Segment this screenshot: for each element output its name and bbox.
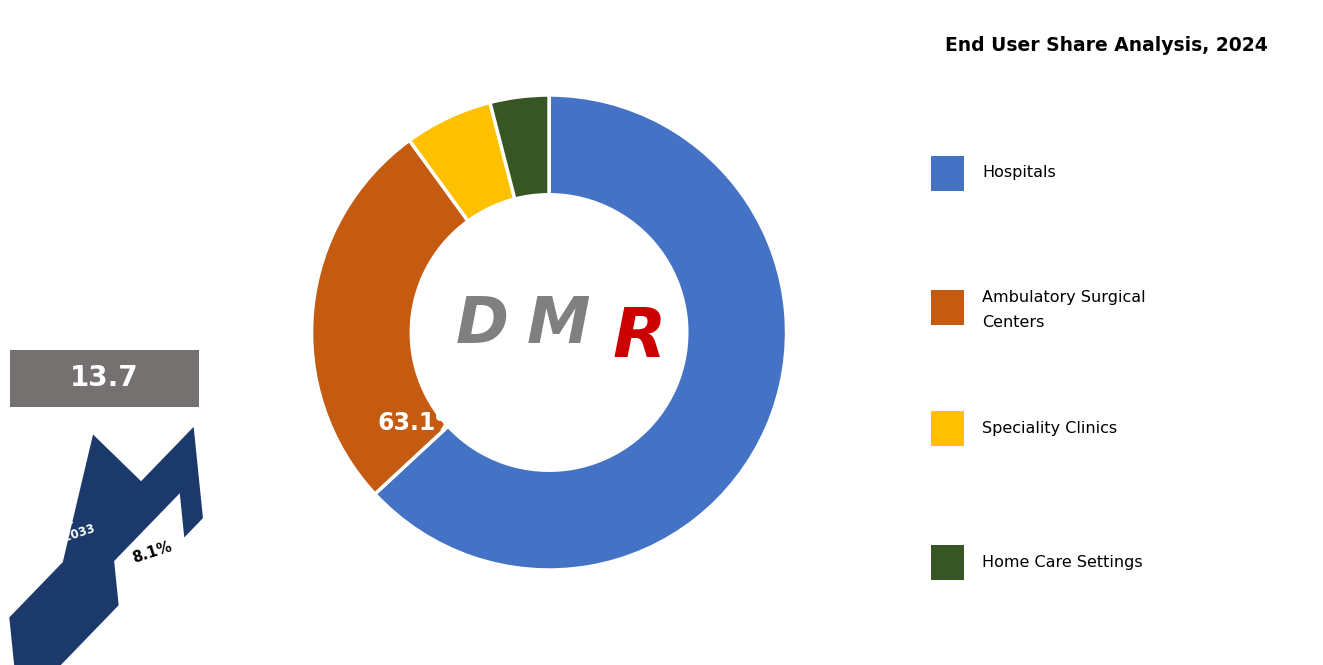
Text: Global Post Anaesthesia: Global Post Anaesthesia [20, 236, 189, 249]
Text: Speciality Clinics: Speciality Clinics [982, 421, 1117, 436]
Text: R: R [613, 304, 665, 371]
Text: End User Share Analysis, 2024: End User Share Analysis, 2024 [946, 36, 1269, 55]
Text: CAGR
2024-2033: CAGR 2024-2033 [21, 508, 97, 556]
Polygon shape [114, 493, 187, 630]
Text: 13.7: 13.7 [70, 364, 139, 392]
Text: M: M [527, 295, 590, 356]
Wedge shape [490, 95, 549, 199]
Text: Hospitals: Hospitals [982, 166, 1056, 180]
Text: Ambulatory Surgical: Ambulatory Surgical [982, 290, 1146, 305]
FancyBboxPatch shape [11, 350, 198, 407]
Text: 63.1%: 63.1% [377, 411, 459, 435]
Circle shape [411, 195, 687, 470]
Text: 8.1%: 8.1% [131, 539, 175, 565]
Text: Care Unit Device: Care Unit Device [46, 275, 163, 288]
Wedge shape [409, 102, 515, 221]
Wedge shape [311, 140, 468, 494]
Text: (PACU) Market Size: (PACU) Market Size [37, 313, 172, 327]
FancyBboxPatch shape [931, 290, 964, 325]
Text: Home Care Settings: Home Care Settings [982, 555, 1143, 570]
Text: Market: Market [62, 110, 147, 130]
FancyBboxPatch shape [931, 411, 964, 446]
FancyBboxPatch shape [931, 156, 964, 191]
Wedge shape [374, 95, 787, 570]
Text: (USD Billion), 2024: (USD Billion), 2024 [38, 352, 171, 365]
Text: Research: Research [49, 160, 160, 180]
FancyBboxPatch shape [931, 545, 964, 580]
Text: Centers: Centers [982, 315, 1044, 331]
Text: Dimension: Dimension [41, 60, 168, 80]
Text: D: D [456, 295, 509, 356]
Polygon shape [8, 424, 205, 665]
